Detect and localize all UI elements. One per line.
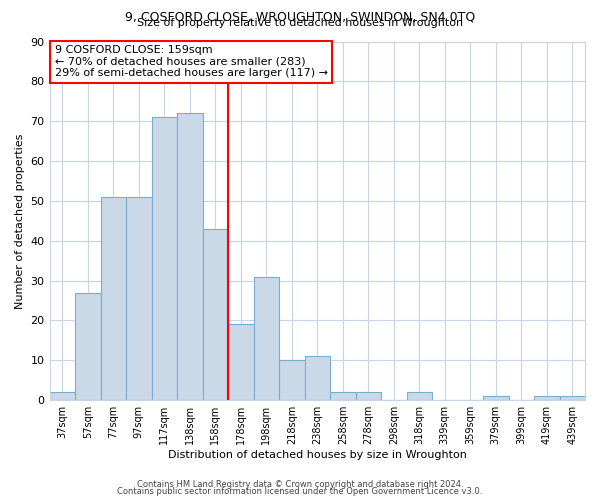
Bar (152, 117, 177, 400)
Bar (279, 360, 305, 400)
Y-axis label: Number of detached properties: Number of detached properties (15, 133, 25, 308)
Bar (126, 197, 152, 400)
Bar (254, 276, 279, 400)
Text: Contains public sector information licensed under the Open Government Licence v3: Contains public sector information licen… (118, 487, 482, 496)
Bar (228, 324, 254, 400)
Bar (50, 392, 75, 400)
Text: Contains HM Land Registry data © Crown copyright and database right 2024.: Contains HM Land Registry data © Crown c… (137, 480, 463, 489)
Text: Size of property relative to detached houses in Wroughton: Size of property relative to detached ho… (137, 18, 463, 28)
Bar (483, 396, 509, 400)
Bar (75, 292, 101, 400)
Text: 9 COSFORD CLOSE: 159sqm
← 70% of detached houses are smaller (283)
29% of semi-d: 9 COSFORD CLOSE: 159sqm ← 70% of detache… (55, 45, 328, 78)
X-axis label: Distribution of detached houses by size in Wroughton: Distribution of detached houses by size … (168, 450, 467, 460)
Bar (177, 113, 203, 400)
Text: 9, COSFORD CLOSE, WROUGHTON, SWINDON, SN4 0TQ: 9, COSFORD CLOSE, WROUGHTON, SWINDON, SN… (125, 10, 475, 23)
Bar (407, 392, 432, 400)
Bar (305, 356, 330, 400)
Bar (330, 392, 356, 400)
Bar (534, 396, 560, 400)
Bar (560, 396, 585, 400)
Bar (101, 197, 126, 400)
Bar (203, 229, 228, 400)
Bar (356, 392, 381, 400)
